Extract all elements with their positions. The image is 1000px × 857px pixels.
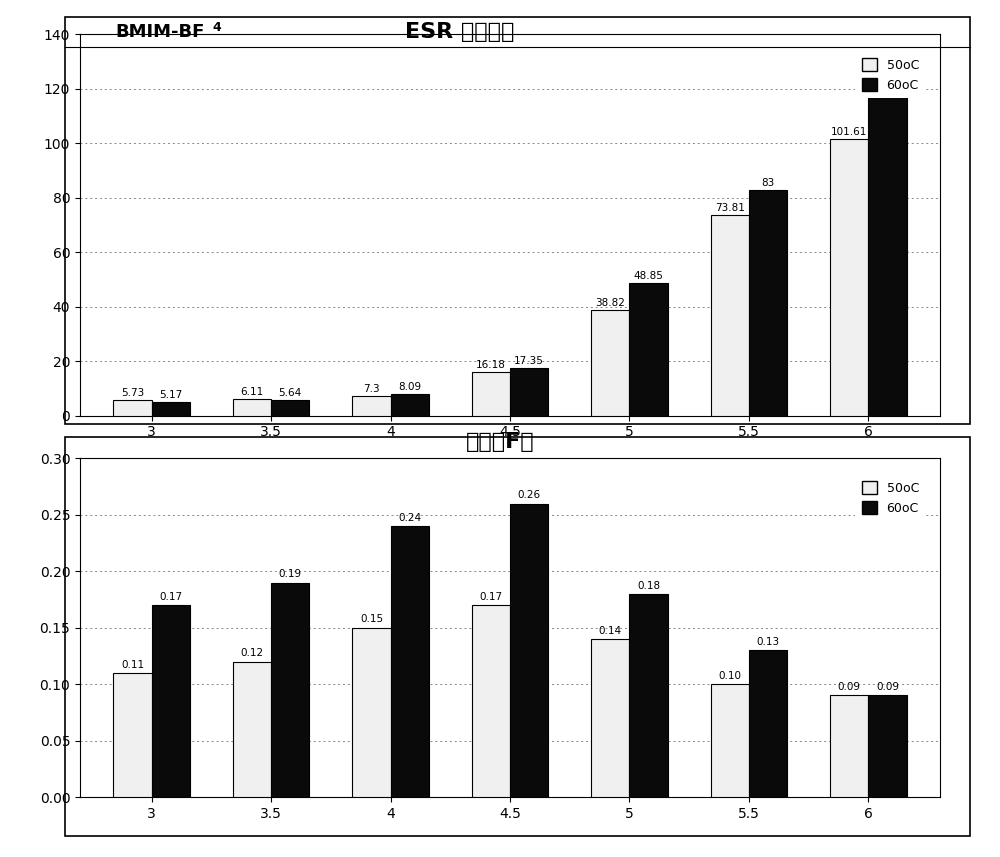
Text: 83: 83 bbox=[761, 177, 775, 188]
Text: 0.18: 0.18 bbox=[637, 580, 660, 590]
Text: 0.17: 0.17 bbox=[159, 592, 182, 602]
Text: 0.15: 0.15 bbox=[360, 614, 383, 625]
Bar bbox=[711, 214, 749, 416]
Bar bbox=[352, 396, 391, 416]
Bar bbox=[749, 189, 787, 416]
Text: 0.24: 0.24 bbox=[398, 512, 421, 523]
Text: 5.73: 5.73 bbox=[121, 388, 144, 399]
Text: 0.09: 0.09 bbox=[876, 682, 899, 692]
Text: 48.85: 48.85 bbox=[634, 271, 663, 281]
Text: 5.64: 5.64 bbox=[279, 388, 302, 399]
Bar bbox=[352, 627, 391, 797]
Bar bbox=[510, 369, 548, 416]
Text: 0.17: 0.17 bbox=[479, 592, 502, 602]
Bar bbox=[749, 650, 787, 797]
Bar bbox=[830, 696, 868, 797]
Text: 0.10: 0.10 bbox=[718, 671, 741, 680]
Text: 38.82: 38.82 bbox=[595, 298, 625, 308]
Bar bbox=[391, 393, 429, 416]
Bar bbox=[391, 526, 429, 797]
Text: 0.19: 0.19 bbox=[279, 569, 302, 579]
Bar bbox=[830, 139, 868, 416]
Text: 16.18: 16.18 bbox=[476, 360, 506, 369]
Text: 5.17: 5.17 bbox=[159, 390, 182, 399]
Text: 119.39: 119.39 bbox=[869, 79, 906, 88]
Bar bbox=[591, 639, 629, 797]
Bar bbox=[510, 504, 548, 797]
Bar bbox=[868, 91, 907, 416]
Text: BMIM-BF: BMIM-BF bbox=[115, 22, 204, 41]
Bar bbox=[152, 605, 190, 797]
Bar bbox=[113, 673, 152, 797]
Text: 17.35: 17.35 bbox=[514, 357, 544, 367]
Bar bbox=[113, 400, 152, 416]
Text: 4: 4 bbox=[212, 21, 221, 34]
Text: 电容（F）: 电容（F） bbox=[466, 432, 534, 452]
Text: 0.26: 0.26 bbox=[518, 490, 541, 500]
Bar bbox=[472, 372, 510, 416]
Bar bbox=[868, 696, 907, 797]
Text: 0.11: 0.11 bbox=[121, 660, 144, 669]
Bar bbox=[271, 583, 309, 797]
Text: 0.13: 0.13 bbox=[756, 637, 780, 647]
Bar bbox=[629, 283, 668, 416]
Text: 101.61: 101.61 bbox=[831, 127, 867, 137]
Bar bbox=[711, 684, 749, 797]
Legend: 50oC, 60oC: 50oC, 60oC bbox=[855, 475, 925, 521]
Text: 73.81: 73.81 bbox=[715, 202, 745, 213]
Legend: 50oC, 60oC: 50oC, 60oC bbox=[855, 52, 925, 98]
Bar bbox=[591, 310, 629, 416]
Text: 0.12: 0.12 bbox=[240, 648, 264, 658]
Bar bbox=[233, 399, 271, 416]
Bar bbox=[233, 662, 271, 797]
Text: 6.11: 6.11 bbox=[240, 387, 264, 397]
Bar bbox=[271, 400, 309, 416]
Bar bbox=[472, 605, 510, 797]
Text: 8.09: 8.09 bbox=[398, 381, 421, 392]
Text: 0.14: 0.14 bbox=[599, 626, 622, 636]
Bar bbox=[629, 594, 668, 797]
Text: ESR （欧姆）: ESR （欧姆） bbox=[405, 21, 515, 42]
Text: 0.09: 0.09 bbox=[838, 682, 861, 692]
Bar bbox=[152, 402, 190, 416]
Text: 7.3: 7.3 bbox=[363, 384, 380, 394]
